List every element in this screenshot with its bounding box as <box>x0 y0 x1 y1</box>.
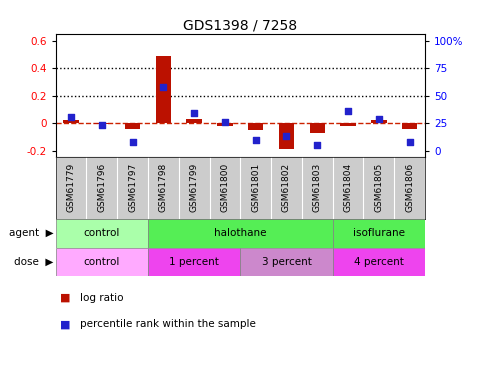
Point <box>159 84 167 90</box>
Text: GSM61800: GSM61800 <box>220 162 229 212</box>
Bar <box>402 123 417 129</box>
Bar <box>241 248 333 276</box>
Point <box>128 139 136 145</box>
Bar <box>333 248 425 276</box>
Text: GSM61802: GSM61802 <box>282 162 291 211</box>
Text: dose  ▶: dose ▶ <box>14 256 53 267</box>
Text: ■: ■ <box>60 293 74 303</box>
Bar <box>56 219 148 248</box>
Text: GSM61805: GSM61805 <box>374 162 384 212</box>
Point <box>252 136 259 142</box>
Text: GSM61806: GSM61806 <box>405 162 414 212</box>
Bar <box>341 123 356 126</box>
Bar <box>156 56 171 123</box>
Text: GSM61798: GSM61798 <box>159 162 168 212</box>
Bar <box>63 120 79 123</box>
Text: GSM61801: GSM61801 <box>251 162 260 212</box>
Bar <box>94 123 110 124</box>
Text: agent  ▶: agent ▶ <box>9 228 53 238</box>
Bar <box>148 219 333 248</box>
Point <box>375 116 383 122</box>
Bar <box>310 123 325 133</box>
Text: GSM61797: GSM61797 <box>128 162 137 212</box>
Text: GSM61779: GSM61779 <box>67 162 75 212</box>
Bar <box>371 120 386 123</box>
Bar <box>248 123 263 130</box>
Text: control: control <box>84 228 120 238</box>
Point <box>313 142 321 148</box>
Text: 1 percent: 1 percent <box>169 256 219 267</box>
Text: GSM61803: GSM61803 <box>313 162 322 212</box>
Point <box>283 134 290 140</box>
Bar <box>186 119 202 123</box>
Text: halothane: halothane <box>214 228 267 238</box>
Bar <box>56 248 148 276</box>
Bar <box>148 248 241 276</box>
Point <box>98 122 106 128</box>
Point <box>221 119 229 125</box>
Text: GSM61799: GSM61799 <box>190 162 199 212</box>
Text: GSM61796: GSM61796 <box>97 162 106 212</box>
Point <box>344 108 352 114</box>
Text: ■: ■ <box>60 320 74 329</box>
Point <box>190 110 198 116</box>
Text: 4 percent: 4 percent <box>354 256 404 267</box>
Text: isoflurane: isoflurane <box>353 228 405 238</box>
Title: GDS1398 / 7258: GDS1398 / 7258 <box>183 19 298 33</box>
Bar <box>125 123 140 129</box>
Bar <box>279 123 294 149</box>
Bar <box>217 123 233 126</box>
Text: percentile rank within the sample: percentile rank within the sample <box>80 320 256 329</box>
Text: log ratio: log ratio <box>80 293 123 303</box>
Point <box>406 139 413 145</box>
Text: control: control <box>84 256 120 267</box>
Bar <box>333 219 425 248</box>
Text: 3 percent: 3 percent <box>261 256 312 267</box>
Text: GSM61804: GSM61804 <box>343 162 353 211</box>
Point <box>67 114 75 120</box>
